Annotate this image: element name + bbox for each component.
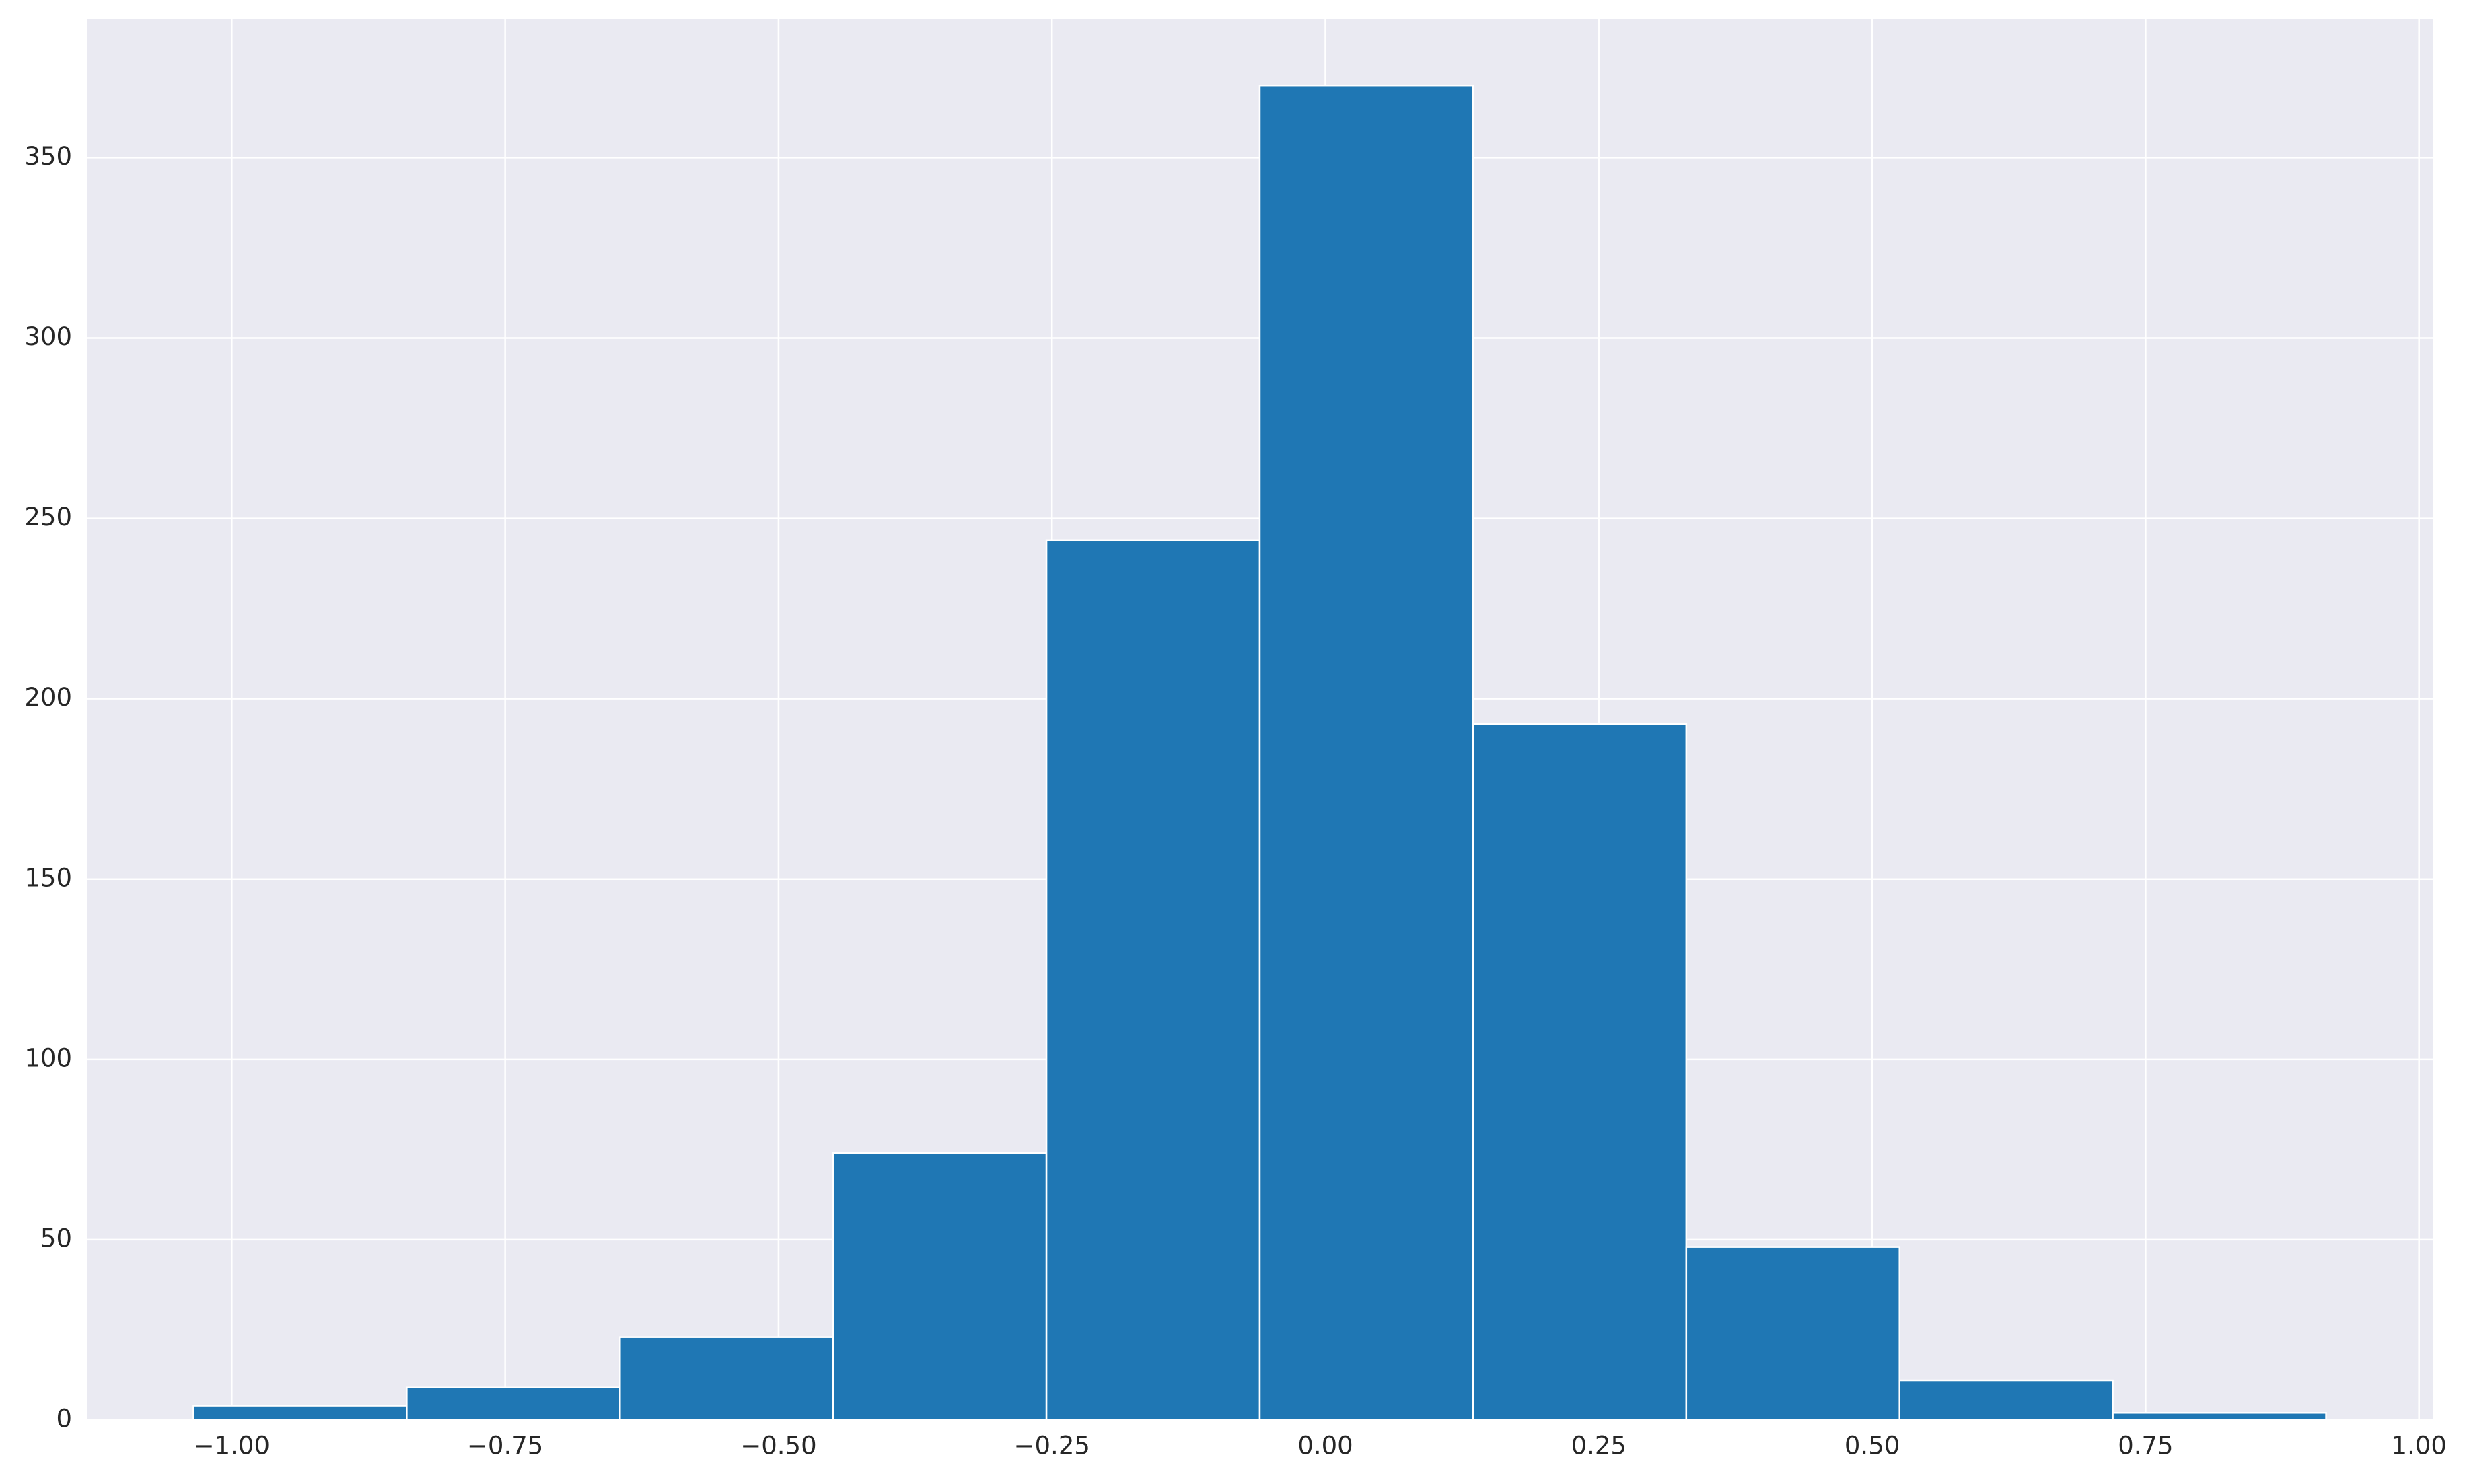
bar — [406, 1386, 621, 1421]
x-tick-label: −0.50 — [740, 1432, 816, 1460]
y-tick-label: 150 — [24, 863, 72, 892]
bar — [1685, 1246, 1900, 1421]
x-tick-label: 0.50 — [1845, 1432, 1900, 1460]
x-tick-label: 0.75 — [2118, 1432, 2173, 1460]
y-tick-label: 100 — [24, 1043, 72, 1072]
x-tick-label: 1.00 — [2391, 1432, 2446, 1460]
x-tick-label: −0.75 — [467, 1432, 543, 1460]
x-tick-label: 0.00 — [1297, 1432, 1353, 1460]
bar — [619, 1336, 834, 1421]
y-tick-label: 300 — [24, 322, 72, 351]
x-tick-label: 0.25 — [1571, 1432, 1626, 1460]
bar — [1045, 539, 1261, 1421]
y-tick-label: 0 — [56, 1405, 72, 1434]
x-tick-label: −0.25 — [1014, 1432, 1090, 1460]
y-tick-label: 350 — [24, 142, 72, 171]
x-tick-label: −1.00 — [194, 1432, 270, 1460]
bar — [1258, 84, 1474, 1421]
y-tick-label: 250 — [24, 503, 72, 531]
bar — [1898, 1379, 2114, 1421]
y-tick-label: 200 — [24, 683, 72, 712]
bar — [832, 1152, 1048, 1421]
bar — [2112, 1412, 2327, 1421]
bar — [1472, 722, 1688, 1421]
bar — [192, 1405, 408, 1421]
y-tick-label: 50 — [40, 1224, 72, 1253]
